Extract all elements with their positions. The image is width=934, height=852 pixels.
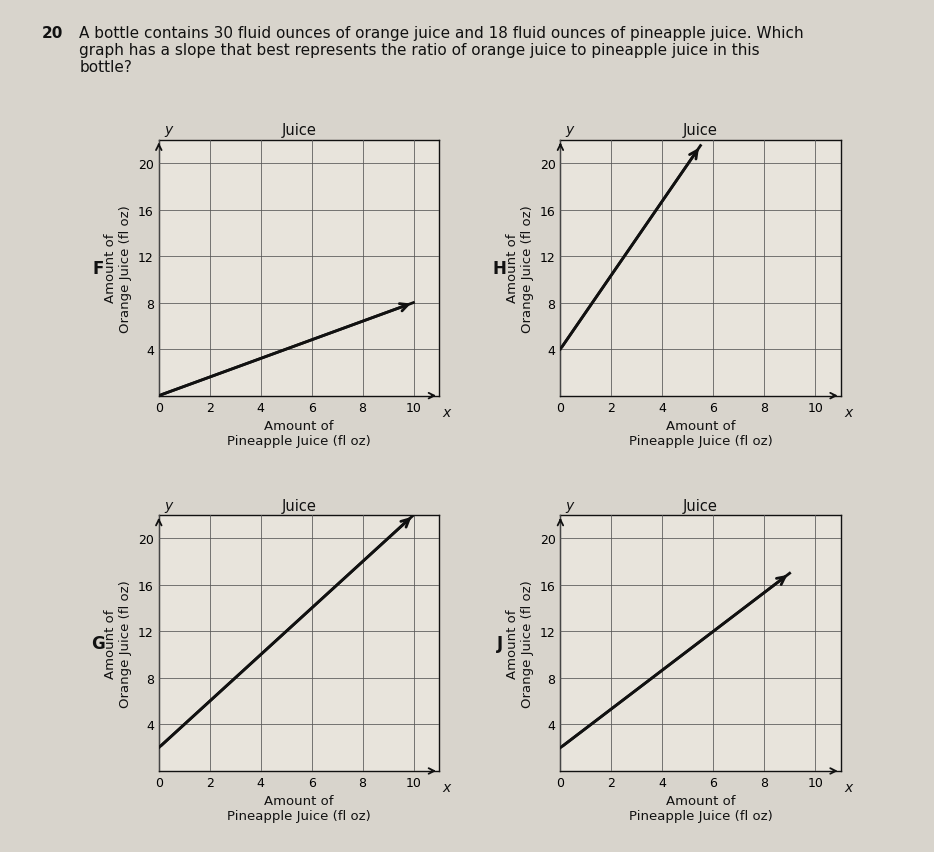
Text: x: x: [844, 406, 853, 419]
Text: x: x: [844, 780, 853, 794]
X-axis label: Amount of
Pineapple Juice (fl oz): Amount of Pineapple Juice (fl oz): [629, 419, 772, 447]
Title: Juice: Juice: [281, 123, 317, 138]
X-axis label: Amount of
Pineapple Juice (fl oz): Amount of Pineapple Juice (fl oz): [227, 794, 371, 822]
Title: Juice: Juice: [281, 498, 317, 513]
Text: 20: 20: [42, 26, 64, 41]
X-axis label: Amount of
Pineapple Juice (fl oz): Amount of Pineapple Juice (fl oz): [227, 419, 371, 447]
Text: J: J: [497, 634, 502, 653]
Y-axis label: Amount of
Orange Juice (fl oz): Amount of Orange Juice (fl oz): [506, 204, 534, 332]
Text: x: x: [443, 780, 451, 794]
Text: H: H: [493, 259, 506, 278]
Text: y: y: [565, 498, 573, 512]
Y-axis label: Amount of
Orange Juice (fl oz): Amount of Orange Juice (fl oz): [105, 579, 133, 707]
Title: Juice: Juice: [683, 498, 718, 513]
Text: x: x: [443, 406, 451, 419]
Y-axis label: Amount of
Orange Juice (fl oz): Amount of Orange Juice (fl oz): [105, 204, 133, 332]
Text: A bottle contains 30 fluid ounces of orange juice and 18 fluid ounces of pineapp: A bottle contains 30 fluid ounces of ora…: [79, 26, 804, 75]
Y-axis label: Amount of
Orange Juice (fl oz): Amount of Orange Juice (fl oz): [506, 579, 534, 707]
Text: F: F: [92, 259, 104, 278]
X-axis label: Amount of
Pineapple Juice (fl oz): Amount of Pineapple Juice (fl oz): [629, 794, 772, 822]
Text: y: y: [163, 498, 172, 512]
Text: y: y: [565, 123, 573, 137]
Text: G: G: [92, 634, 105, 653]
Title: Juice: Juice: [683, 123, 718, 138]
Text: y: y: [163, 123, 172, 137]
